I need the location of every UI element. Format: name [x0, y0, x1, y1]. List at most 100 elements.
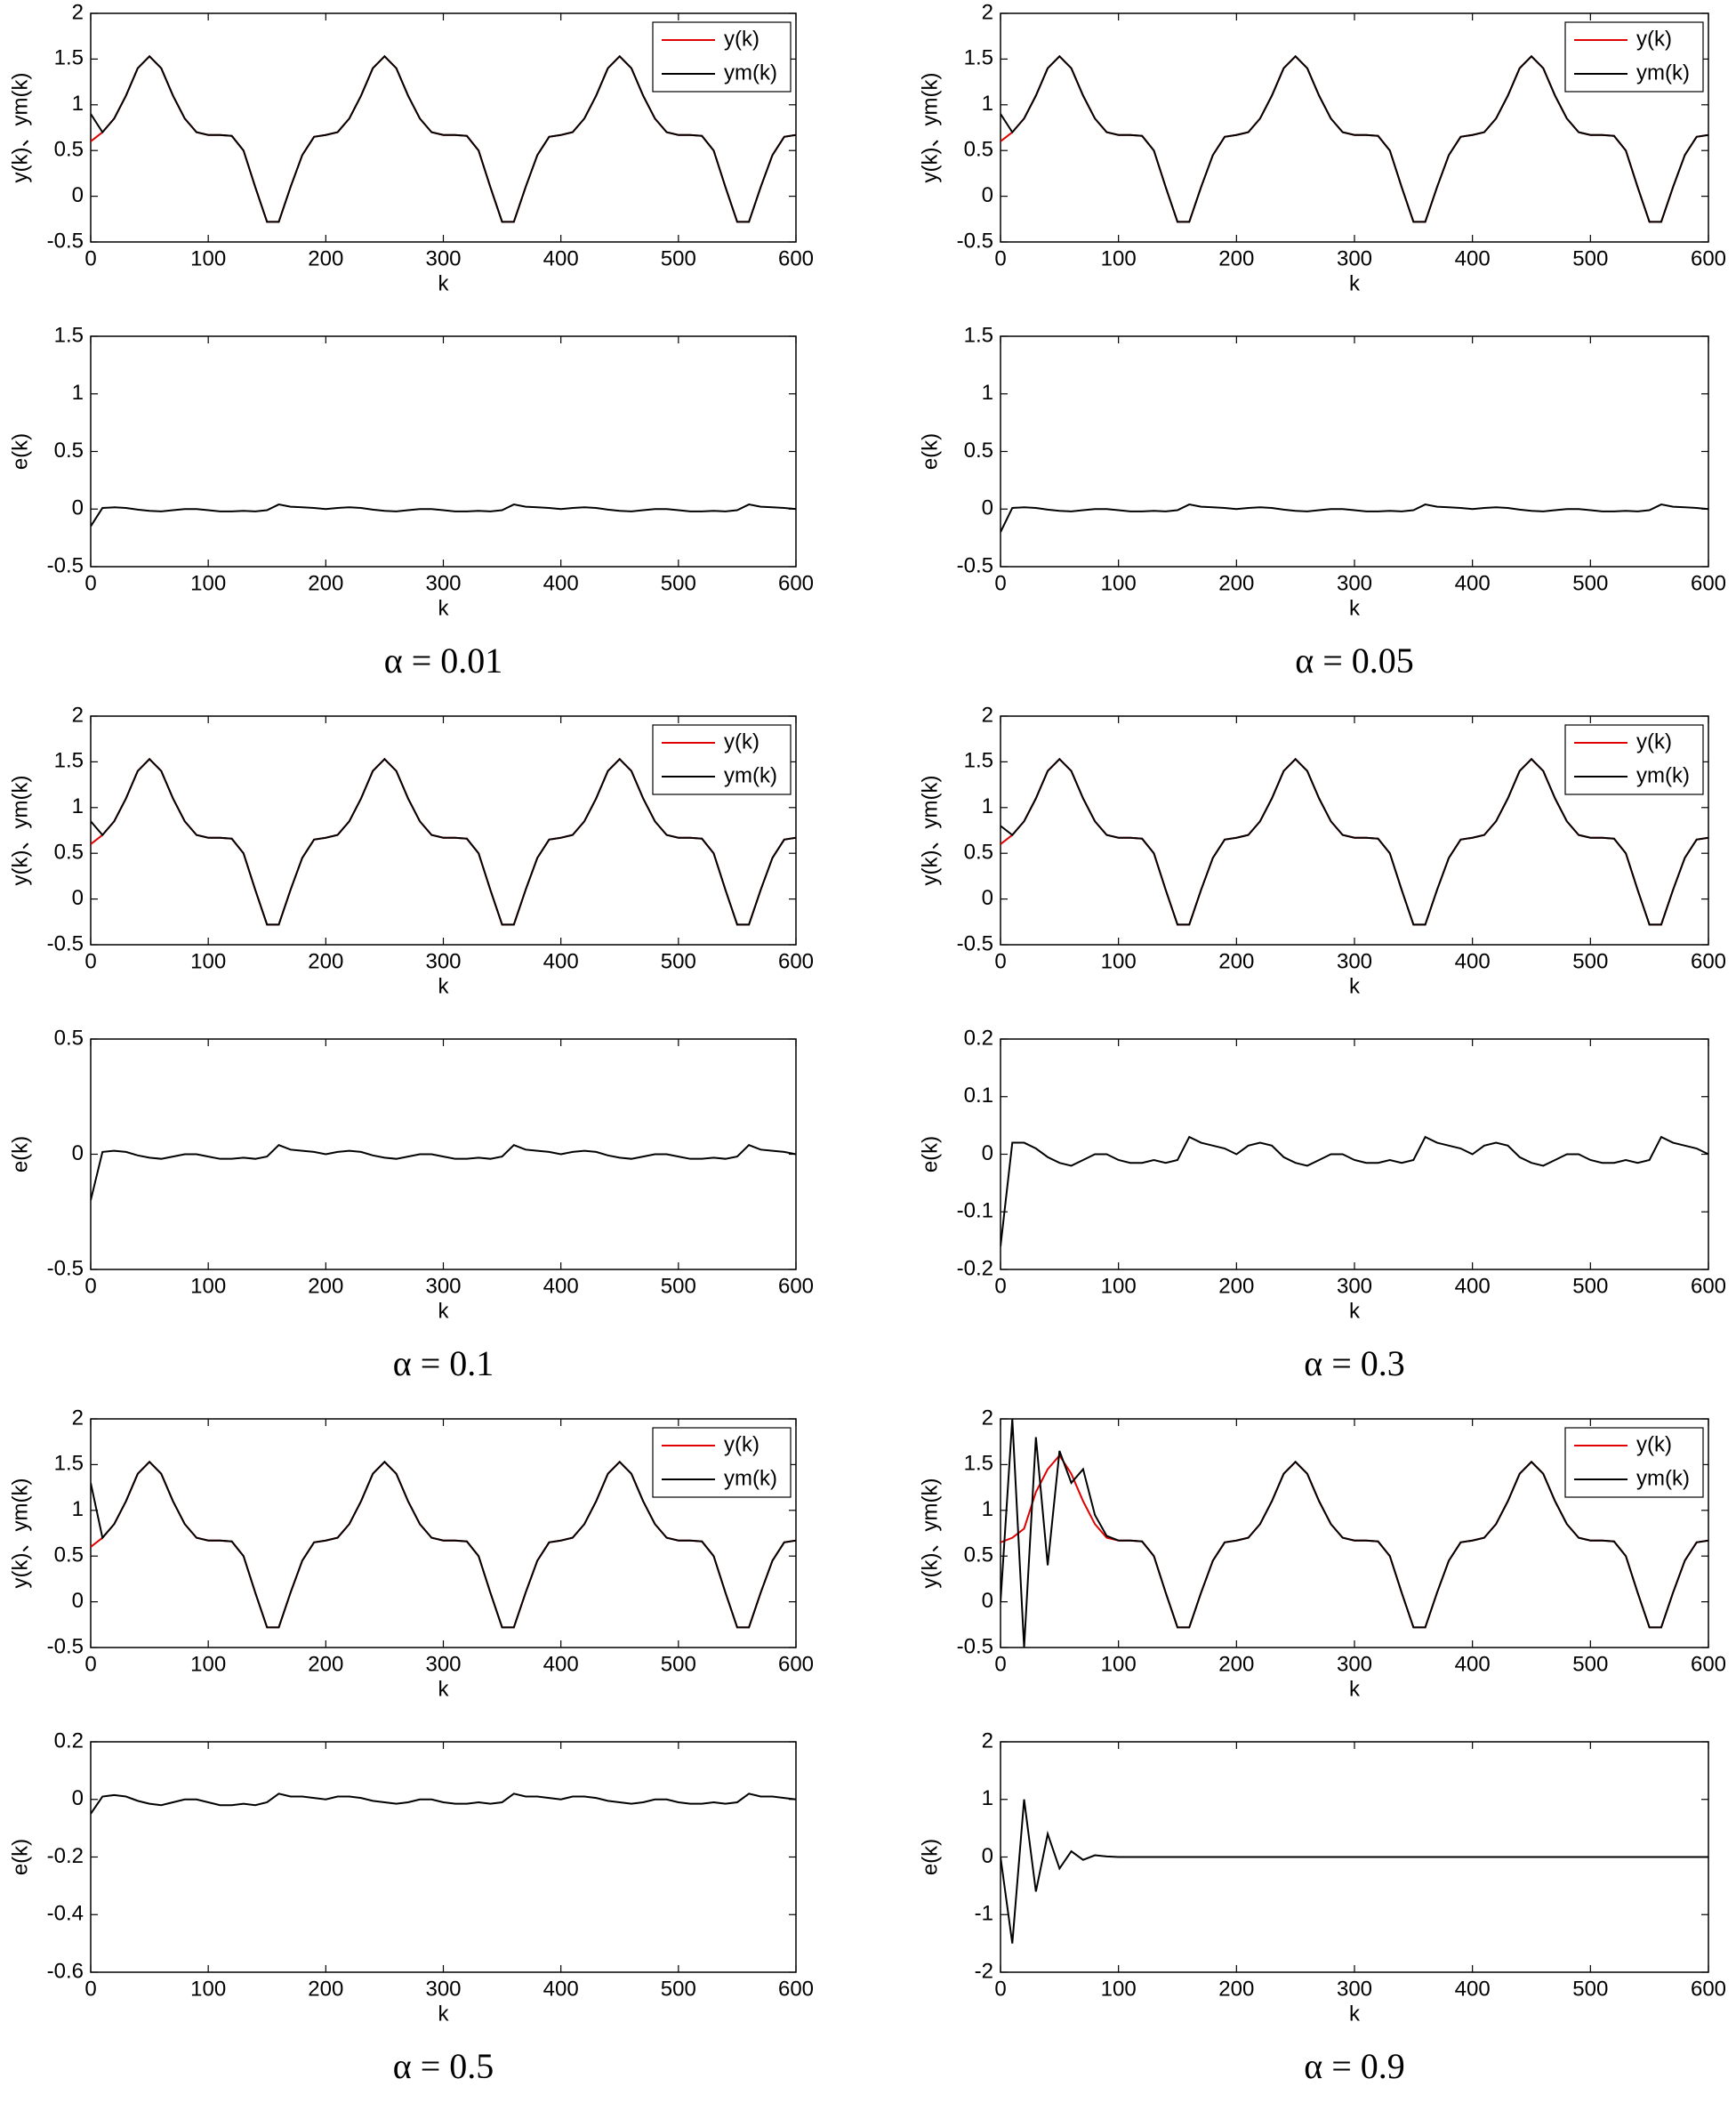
- y-tick-label: -0.5: [957, 553, 993, 577]
- y-tick-label: 0.5: [964, 1543, 993, 1567]
- legend-box: [652, 1427, 792, 1498]
- y-tick-label: 1.5: [54, 749, 84, 773]
- y-axis-label: y(k)、ym(k): [8, 73, 32, 183]
- x-axis-label: k: [438, 271, 450, 295]
- x-tick-label: 0: [994, 949, 1006, 973]
- y-axis-label: y(k)、ym(k): [918, 776, 942, 886]
- x-tick-label: 100: [1101, 1274, 1137, 1298]
- x-tick-label: 600: [778, 1977, 814, 2001]
- y-tick-label: -2: [975, 1959, 993, 1983]
- y-tick-label: 0.2: [964, 1026, 993, 1050]
- legend-label: y(k): [724, 729, 760, 753]
- y-tick-label: 0.5: [964, 439, 993, 463]
- y-tick-label: 1: [72, 794, 84, 818]
- legend-box: [1564, 21, 1704, 93]
- legend-label: y(k): [1636, 1432, 1672, 1456]
- y-tick-label: 0.2: [54, 1728, 84, 1752]
- y-tick-label: -0.5: [47, 1634, 84, 1658]
- x-tick-label: 300: [425, 571, 461, 595]
- x-tick-label: 400: [1455, 1274, 1491, 1298]
- legend-box: [652, 724, 792, 795]
- y-axis-label: e(k): [8, 1839, 32, 1875]
- x-tick-label: 0: [84, 571, 96, 595]
- y-axis-label: y(k)、ym(k): [8, 776, 32, 886]
- legend-box: [1564, 724, 1704, 795]
- caption: α = 0.9: [1304, 2046, 1405, 2086]
- x-axis-label: k: [438, 596, 450, 620]
- y-tick-label: -0.2: [47, 1844, 84, 1868]
- x-axis-label: k: [438, 1677, 450, 1701]
- y-tick-label: 0.5: [54, 138, 84, 162]
- series-line: [91, 1793, 796, 1815]
- y-tick-label: 0: [72, 886, 84, 910]
- legend-label: y(k): [724, 1432, 760, 1456]
- y-axis-label: e(k): [918, 433, 942, 470]
- x-tick-label: 600: [1691, 1652, 1726, 1676]
- y-tick-label: 1.5: [54, 1452, 84, 1476]
- x-tick-label: 100: [1101, 571, 1137, 595]
- caption: α = 0.3: [1304, 1343, 1405, 1383]
- y-tick-label: 0: [982, 1589, 993, 1613]
- x-tick-label: 300: [1337, 1274, 1372, 1298]
- y-tick-label: 1.5: [964, 1452, 993, 1476]
- x-tick-label: 600: [1691, 571, 1726, 595]
- legend-label: ym(k): [724, 763, 777, 787]
- y-tick-label: 2: [982, 1728, 993, 1752]
- series-line: [1001, 757, 1708, 926]
- legend-box: [652, 21, 792, 93]
- x-tick-label: 600: [1691, 1274, 1726, 1298]
- x-tick-label: 200: [1218, 1652, 1254, 1676]
- y-tick-label: 0: [982, 496, 993, 520]
- x-axis-label: k: [438, 974, 450, 998]
- x-tick-label: 500: [661, 1274, 696, 1298]
- x-tick-label: 0: [84, 1977, 96, 2001]
- y-tick-label: -0.6: [47, 1959, 84, 1983]
- x-tick-label: 200: [1218, 571, 1254, 595]
- x-tick-label: 100: [1101, 949, 1137, 973]
- y-tick-label: 1.5: [54, 46, 84, 70]
- series-line: [1001, 1799, 1708, 1944]
- x-tick-label: 600: [778, 1652, 814, 1676]
- series-line: [1001, 1419, 1708, 1648]
- x-tick-label: 100: [190, 1274, 226, 1298]
- x-axis-label: k: [1349, 1299, 1361, 1323]
- y-tick-label: 1: [982, 381, 993, 405]
- series-line: [91, 54, 796, 223]
- y-tick-label: 2: [72, 1406, 84, 1430]
- y-axis-label: y(k)、ym(k): [918, 1478, 942, 1589]
- x-tick-label: 400: [543, 949, 579, 973]
- y-tick-label: -0.5: [47, 931, 84, 955]
- x-tick-label: 0: [84, 1652, 96, 1676]
- x-tick-label: 500: [661, 1652, 696, 1676]
- x-tick-label: 100: [190, 571, 226, 595]
- y-tick-label: 1.5: [964, 323, 993, 347]
- x-tick-label: 400: [1455, 571, 1491, 595]
- x-tick-label: 0: [994, 571, 1006, 595]
- legend-label: y(k): [724, 27, 760, 51]
- y-tick-label: 2: [72, 0, 84, 24]
- x-tick-label: 500: [1572, 1652, 1608, 1676]
- x-tick-label: 400: [543, 246, 579, 270]
- y-tick-label: 0.5: [54, 1026, 84, 1050]
- legend-label: ym(k): [724, 60, 777, 85]
- caption: α = 0.01: [384, 641, 503, 681]
- x-tick-label: 200: [308, 949, 343, 973]
- y-tick-label: -0.5: [957, 1634, 993, 1658]
- y-tick-label: 1: [982, 1497, 993, 1521]
- x-tick-label: 0: [994, 1274, 1006, 1298]
- legend-label: ym(k): [724, 1466, 777, 1490]
- x-tick-label: 300: [425, 1274, 461, 1298]
- series-line: [1001, 504, 1708, 533]
- y-axis-label: e(k): [8, 433, 32, 470]
- x-axis-label: k: [1349, 974, 1361, 998]
- x-tick-label: 200: [308, 1977, 343, 2001]
- x-tick-label: 600: [1691, 949, 1726, 973]
- x-tick-label: 100: [1101, 246, 1137, 270]
- x-tick-label: 600: [1691, 246, 1726, 270]
- y-tick-label: 0: [72, 1141, 84, 1165]
- y-tick-label: 2: [72, 703, 84, 727]
- y-tick-label: 1: [982, 794, 993, 818]
- caption: α = 0.1: [393, 1343, 494, 1383]
- x-tick-label: 100: [1101, 1977, 1137, 2001]
- x-tick-label: 300: [1337, 1652, 1372, 1676]
